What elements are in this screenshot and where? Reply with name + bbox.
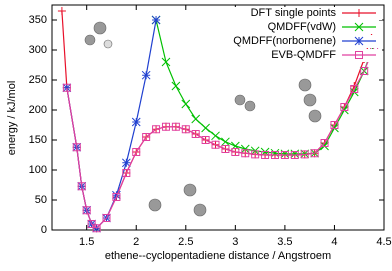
point-marker [87,220,96,228]
point-marker [161,57,171,67]
point-marker [310,149,319,158]
point-marker [141,70,151,80]
point-marker [211,131,220,141]
point-marker [360,67,369,75]
point-marker [121,158,131,168]
legend-bg [222,35,382,48]
point-marker [142,133,151,141]
point-marker [270,148,280,158]
series-line [66,46,375,230]
point-marker [191,114,201,124]
point-marker [320,139,329,147]
y-tick-label: 50 [35,194,47,206]
y-tick-label: 100 [29,164,47,176]
point-marker [290,151,299,159]
point-marker [62,83,71,92]
point-marker [77,182,86,191]
point-marker [161,122,170,131]
legend-label: QMDFF(vdW) [268,21,336,33]
point-marker [102,214,111,222]
point-marker [181,99,191,109]
legend-label: DFT single points [251,7,337,19]
point-marker [132,148,141,156]
point-marker [171,122,180,131]
y-tick-label: 0 [41,224,47,236]
legend-label: QMDFF(norbornene) [233,35,336,47]
point-marker [231,148,240,156]
legend-bg [222,7,382,20]
molecules [84,21,322,217]
y-tick-label: 150 [29,134,47,146]
y-tick-label: 250 [29,74,47,86]
point-marker [251,150,260,159]
legend-marker [354,36,364,46]
plot-frame [51,4,385,231]
point-marker [201,136,210,144]
x-tick-label: 3 [232,236,238,248]
point-marker [270,151,279,159]
x-tick-label: 4 [331,236,337,248]
y-tick-label: 200 [29,104,47,116]
point-marker [221,137,230,147]
point-marker [330,121,339,129]
point-marker [131,117,141,127]
point-marker [280,151,289,159]
point-marker [261,151,270,159]
point-marker [112,190,121,200]
y-tick-label: 350 [29,14,47,26]
point-marker [151,15,161,25]
point-marker [201,123,210,133]
point-marker [300,150,309,159]
point-marker [191,130,200,138]
point-marker [112,193,121,201]
legend-marker [355,9,363,17]
legend-label: EVB-QMDFF [271,49,336,61]
point-marker [350,85,359,93]
point-marker [241,149,250,158]
point-marker [152,125,161,134]
legend-bg [222,21,382,34]
x-axis-label: ethene--cyclopentadiene distance / Angst… [105,250,331,262]
point-marker [122,169,131,177]
point-marker [221,145,230,153]
x-tick-label: 2.5 [178,236,193,248]
series-line [66,19,157,230]
y-axis-label: energy / kJ/mol [6,81,18,156]
y-tick-label: 300 [29,44,47,56]
legend-marker [355,51,363,59]
point-marker [211,140,220,149]
point-marker [72,143,81,152]
point-marker [57,7,66,15]
x-tick-label: 3.5 [277,236,292,248]
point-marker [240,144,250,154]
point-marker [82,206,91,215]
point-marker [340,103,349,111]
x-tick-label: 1.5 [79,236,94,248]
x-tick-label: 4.5 [376,236,391,248]
legend-bg [222,49,382,62]
x-tick-label: 2 [133,236,139,248]
point-marker [171,81,181,91]
point-marker [92,224,101,233]
legend-marker [354,22,364,32]
point-marker [181,125,190,134]
